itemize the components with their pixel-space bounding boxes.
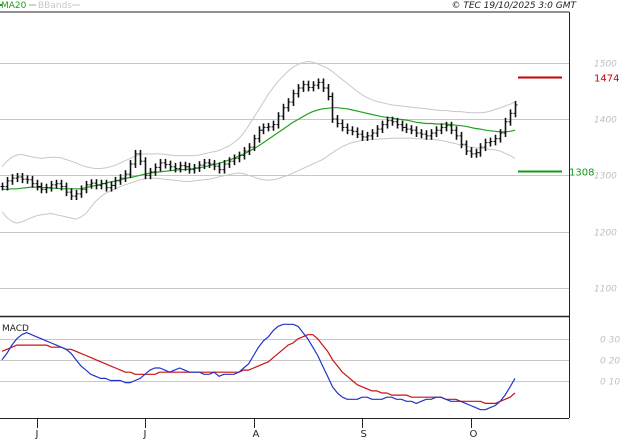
macd-y-axis: 0 10 0 20 0 30 <box>600 336 620 388</box>
month-label-1: J <box>143 429 147 440</box>
bbands-legend-label: BBands <box>38 1 72 11</box>
ma20-line <box>2 107 516 190</box>
month-label-2: A <box>253 429 260 440</box>
macd-lines <box>1 323 516 411</box>
macd-signal-line <box>1 334 516 404</box>
price-tick-label-1200: 1200 <box>594 229 617 239</box>
level-label-resistance: 1474 <box>594 74 619 85</box>
copyright-text: © TEC 19/10/2025 3:0 GMT <box>451 1 577 11</box>
level-label-support: 1308 <box>569 168 594 179</box>
macd-tick-label-30: 0 30 <box>600 336 620 346</box>
ma20-legend-label: MA20 <box>1 1 27 11</box>
price-bars <box>0 78 518 201</box>
bband-upper-line <box>1 61 516 169</box>
macd-panel-label: MACD <box>2 324 29 334</box>
macd-tick-label-10: 0 10 <box>600 378 620 388</box>
price-y-axis: 1100 1200 1300 1400 1500 <box>594 60 617 295</box>
price-gridlines <box>0 63 569 289</box>
price-tick-label-1400: 1400 <box>594 116 617 126</box>
ma20-line-group <box>2 107 516 190</box>
price-tick-label-1500: 1500 <box>594 60 617 70</box>
panel-frames <box>0 11 570 419</box>
legend: MA20 BBands <box>0 1 80 11</box>
month-label-0: J <box>35 429 39 440</box>
month-label-3: S <box>361 429 367 440</box>
macd-tick-label-20: 0 20 <box>600 357 620 367</box>
month-label-4: O <box>470 429 478 440</box>
bollinger-bands <box>1 61 516 224</box>
price-tick-label-1100: 1100 <box>594 285 617 295</box>
macd-line <box>1 323 516 411</box>
price-tick-label-1300: 1300 <box>594 172 617 182</box>
bband-lower-line <box>1 137 516 224</box>
macd-gridlines <box>0 339 569 382</box>
price-levels: 1474 1308 <box>518 74 619 179</box>
